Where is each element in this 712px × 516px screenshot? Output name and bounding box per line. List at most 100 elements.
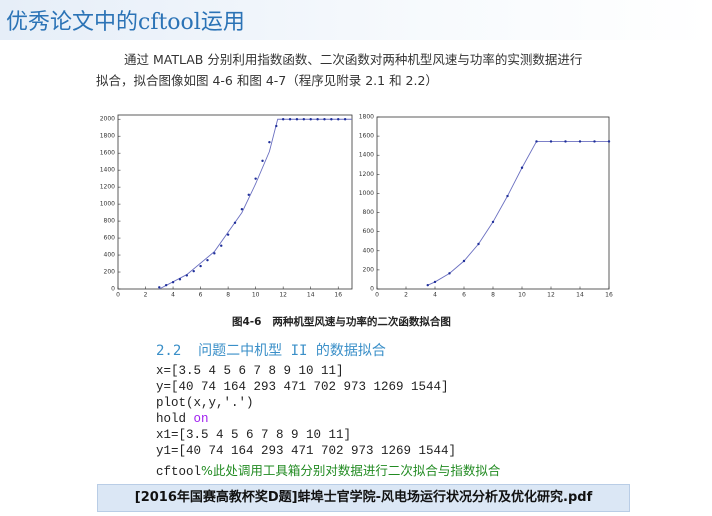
x-tick-label: 6 bbox=[462, 292, 466, 299]
data-point bbox=[549, 140, 553, 143]
data-point bbox=[520, 166, 524, 169]
data-point bbox=[220, 244, 223, 247]
x-tick-label: 2 bbox=[144, 292, 148, 299]
data-point bbox=[607, 140, 611, 143]
data-point bbox=[185, 274, 189, 277]
figure-caption: 图4-6 两种机型风速与功率的二次函数拟合图 bbox=[232, 316, 451, 328]
y-tick-label: 200 bbox=[363, 266, 375, 273]
data-point bbox=[316, 118, 319, 121]
data-point bbox=[268, 140, 271, 144]
fit-line bbox=[427, 141, 609, 286]
y-tick-label: 1000 bbox=[359, 190, 374, 197]
plot-frame bbox=[117, 114, 353, 290]
x-tick-label: 12 bbox=[279, 292, 287, 299]
code-text: y1=[40 74 164 293 471 702 973 1269 1544] bbox=[156, 444, 457, 458]
title-banner bbox=[0, 0, 712, 40]
data-point bbox=[535, 140, 538, 143]
y-tick-label: 0 bbox=[111, 286, 115, 293]
y-tick-label: 1000 bbox=[100, 201, 115, 208]
data-point bbox=[171, 281, 175, 284]
y-tick-label: 1800 bbox=[359, 114, 374, 121]
x-tick-label: 14 bbox=[576, 292, 584, 299]
y-tick-label: 800 bbox=[363, 209, 375, 216]
code-line: x=[3.5 4 5 6 7 8 9 10 11] bbox=[156, 364, 344, 378]
plot-frame bbox=[376, 116, 610, 290]
data-point bbox=[261, 159, 264, 163]
code-text: x=[3.5 4 5 6 7 8 9 10 11] bbox=[156, 364, 344, 378]
x-tick-label: 16 bbox=[605, 292, 613, 299]
x-tick-label: 6 bbox=[199, 292, 203, 299]
x-tick-label: 4 bbox=[433, 292, 437, 299]
code-keyword: on bbox=[193, 412, 209, 426]
data-point bbox=[233, 221, 237, 224]
y-tick-label: 1400 bbox=[100, 167, 115, 174]
code-line: x1=[3.5 4 5 6 7 8 9 10 11] bbox=[156, 428, 351, 442]
paragraph-line: 通过 MATLAB 分别利用指数函数、二次函数对两种机型风速与功率的实测数据进行 bbox=[124, 52, 583, 67]
data-point bbox=[506, 194, 509, 198]
y-tick-label: 0 bbox=[370, 286, 374, 293]
data-point bbox=[343, 118, 347, 121]
y-tick-label: 400 bbox=[104, 252, 116, 259]
data-point bbox=[240, 208, 244, 211]
y-tick-label: 1600 bbox=[100, 150, 115, 157]
data-point bbox=[593, 140, 596, 143]
code-text: plot(x,y,'.') bbox=[156, 396, 254, 410]
x-tick-label: 12 bbox=[547, 292, 555, 299]
y-tick-label: 200 bbox=[104, 269, 116, 276]
code-line: y=[40 74 164 293 471 702 973 1269 1544] bbox=[156, 380, 449, 394]
y-tick-label: 600 bbox=[363, 228, 375, 235]
data-point bbox=[281, 118, 285, 121]
data-point bbox=[213, 252, 216, 255]
data-point bbox=[288, 118, 292, 121]
data-point bbox=[578, 140, 582, 143]
data-point bbox=[426, 283, 429, 287]
y-tick-label: 2000 bbox=[100, 116, 115, 123]
data-point bbox=[462, 259, 466, 263]
y-tick-label: 1800 bbox=[100, 133, 115, 140]
code-line: hold on bbox=[156, 412, 209, 426]
y-tick-label: 1200 bbox=[359, 171, 374, 178]
code-text: cftool bbox=[156, 465, 202, 479]
x-tick-label: 4 bbox=[171, 292, 175, 299]
y-tick-label: 800 bbox=[104, 218, 116, 225]
x-tick-label: 16 bbox=[334, 292, 342, 299]
code-text: hold bbox=[156, 412, 194, 426]
code-line: cftool%此处调用工具箱分别对数据进行二次拟合与指数拟合 bbox=[156, 460, 500, 479]
x-tick-label: 0 bbox=[116, 292, 120, 299]
data-point bbox=[254, 177, 257, 180]
data-point bbox=[448, 272, 451, 275]
page-title: 优秀论文中的cftool运用 bbox=[6, 10, 245, 35]
section-heading: 2.2 问题二中机型 II 的数据拟合 bbox=[156, 343, 386, 359]
x-tick-label: 8 bbox=[491, 292, 495, 299]
y-tick-label: 1600 bbox=[359, 133, 374, 140]
data-point bbox=[564, 140, 567, 143]
data-point bbox=[337, 118, 340, 121]
fit-line bbox=[159, 118, 352, 290]
data-point bbox=[275, 124, 278, 128]
data-point bbox=[433, 280, 437, 284]
data-point bbox=[295, 118, 299, 121]
data-point bbox=[330, 118, 333, 121]
data-point bbox=[302, 118, 306, 121]
y-tick-label: 600 bbox=[104, 235, 116, 242]
data-point bbox=[192, 269, 195, 273]
data-point bbox=[206, 258, 209, 262]
y-tick-label: 1200 bbox=[100, 184, 115, 191]
data-point bbox=[178, 278, 182, 281]
charts: 0 2 4 6 8 10 12 14 16020040060080010001200140016… bbox=[100, 114, 613, 299]
y-tick-label: 400 bbox=[363, 247, 375, 254]
x-tick-label: 0 bbox=[375, 292, 379, 299]
x-tick-label: 2 bbox=[404, 292, 408, 299]
data-point bbox=[323, 118, 326, 121]
data-point bbox=[309, 118, 312, 121]
code-text: y=[40 74 164 293 471 702 973 1269 1544] bbox=[156, 380, 449, 394]
x-tick-label: 10 bbox=[252, 292, 260, 299]
footer-banner: [2016年国赛高教杯奖D题]蚌埠士官学院-风电场运行状况分析及优化研究.pdf bbox=[97, 484, 630, 512]
data-point bbox=[158, 286, 161, 289]
x-tick-label: 10 bbox=[518, 292, 526, 299]
data-point bbox=[247, 193, 250, 196]
y-tick-label: 1400 bbox=[359, 152, 374, 159]
data-point bbox=[477, 242, 480, 246]
x-tick-label: 14 bbox=[307, 292, 315, 299]
